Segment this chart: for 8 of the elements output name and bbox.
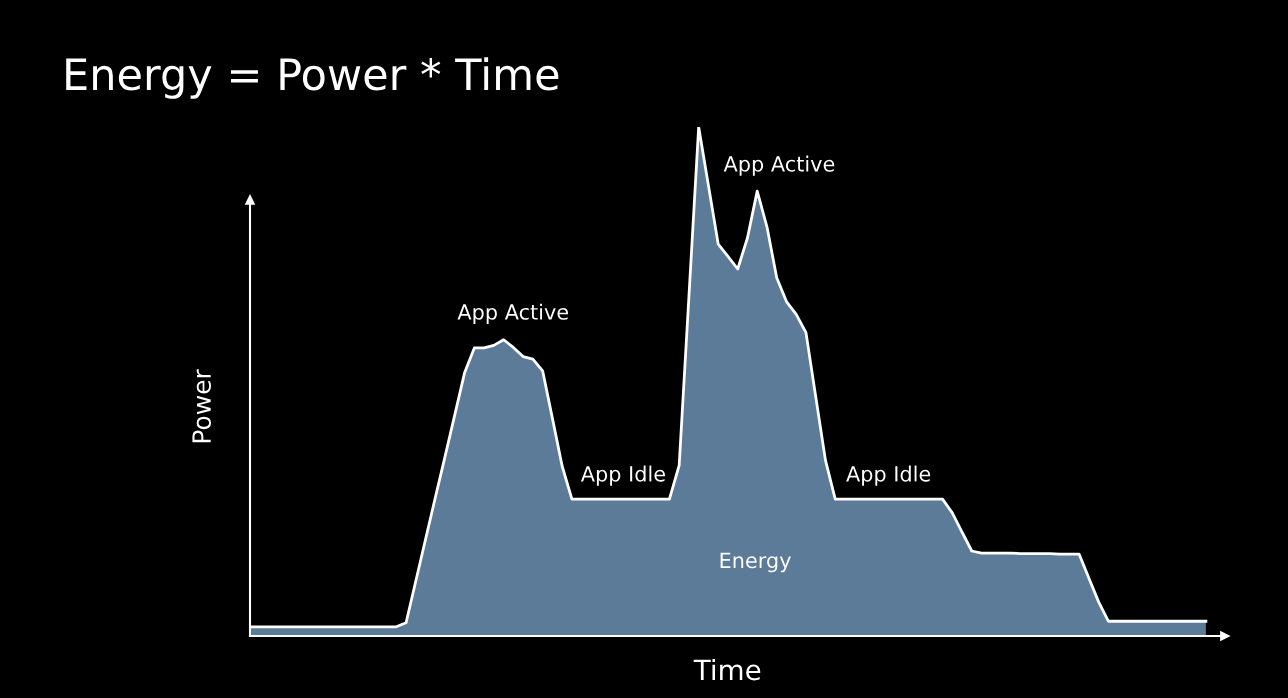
x-axis-title: Time (693, 658, 761, 681)
chart-title: Energy = Power * Time (66, 57, 559, 99)
annotation: App Active (723, 155, 835, 176)
annotation: App Idle (846, 465, 931, 486)
annotation: App Active (457, 303, 569, 324)
annotation: Energy (720, 552, 791, 573)
annotation: App Idle (580, 465, 665, 486)
y-axis-title: Power (192, 369, 212, 443)
